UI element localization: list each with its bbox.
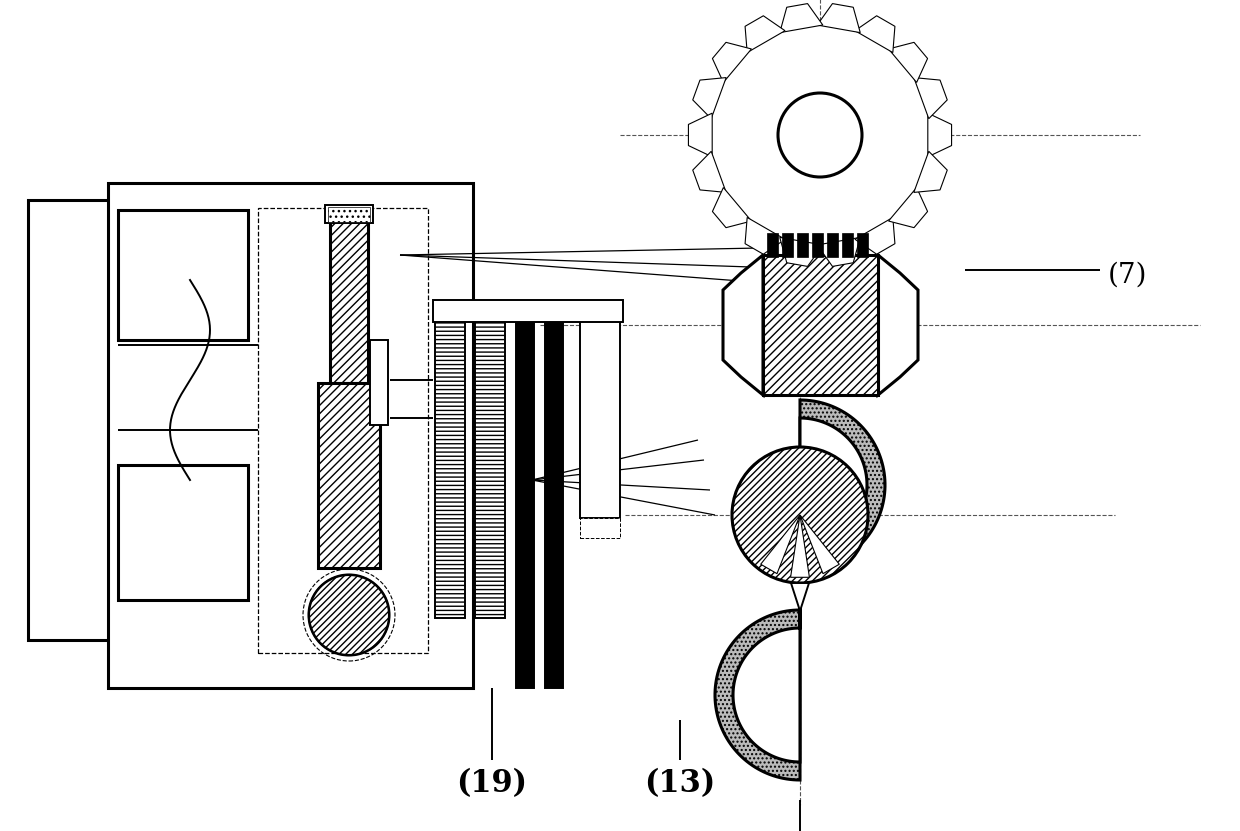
Polygon shape: [713, 188, 751, 228]
Bar: [108, 183, 472, 688]
Bar: [118, 465, 248, 600]
Polygon shape: [878, 255, 918, 395]
Text: (19): (19): [456, 769, 527, 799]
Bar: [317, 383, 379, 568]
Polygon shape: [914, 151, 947, 193]
Polygon shape: [713, 42, 751, 82]
Polygon shape: [723, 255, 763, 395]
Polygon shape: [693, 151, 727, 193]
Polygon shape: [745, 218, 785, 254]
Bar: [329, 207, 370, 222]
Circle shape: [309, 575, 389, 655]
Bar: [475, 308, 505, 618]
Circle shape: [309, 575, 389, 655]
Polygon shape: [800, 515, 839, 573]
Bar: [118, 210, 248, 340]
Bar: [812, 233, 823, 257]
Bar: [433, 300, 622, 322]
Text: (13): (13): [645, 769, 715, 799]
Polygon shape: [715, 400, 885, 780]
Bar: [370, 340, 388, 425]
Bar: [325, 205, 373, 223]
Circle shape: [708, 23, 932, 247]
Bar: [29, 200, 110, 640]
Bar: [857, 233, 868, 257]
Bar: [827, 233, 838, 257]
Bar: [516, 308, 534, 688]
Polygon shape: [745, 16, 785, 52]
Polygon shape: [889, 188, 928, 228]
Polygon shape: [688, 113, 712, 157]
Polygon shape: [791, 515, 810, 578]
Polygon shape: [780, 3, 823, 32]
Bar: [546, 308, 563, 688]
Bar: [842, 233, 853, 257]
Text: (7): (7): [1109, 262, 1147, 288]
Polygon shape: [928, 113, 951, 157]
Polygon shape: [760, 515, 800, 573]
Polygon shape: [889, 42, 928, 82]
Circle shape: [732, 447, 868, 583]
Bar: [797, 233, 808, 257]
Bar: [435, 308, 465, 618]
Polygon shape: [693, 77, 727, 119]
Polygon shape: [854, 218, 895, 254]
Polygon shape: [817, 3, 861, 32]
Bar: [763, 255, 878, 395]
Bar: [782, 233, 794, 257]
Circle shape: [777, 93, 862, 177]
Bar: [768, 233, 777, 257]
Bar: [580, 308, 620, 518]
Polygon shape: [733, 418, 867, 762]
Bar: [258, 208, 428, 653]
Polygon shape: [914, 77, 947, 119]
Polygon shape: [780, 238, 823, 267]
Bar: [330, 208, 368, 383]
Polygon shape: [817, 238, 861, 267]
Bar: [580, 518, 620, 538]
Polygon shape: [854, 16, 895, 52]
Polygon shape: [791, 583, 808, 611]
